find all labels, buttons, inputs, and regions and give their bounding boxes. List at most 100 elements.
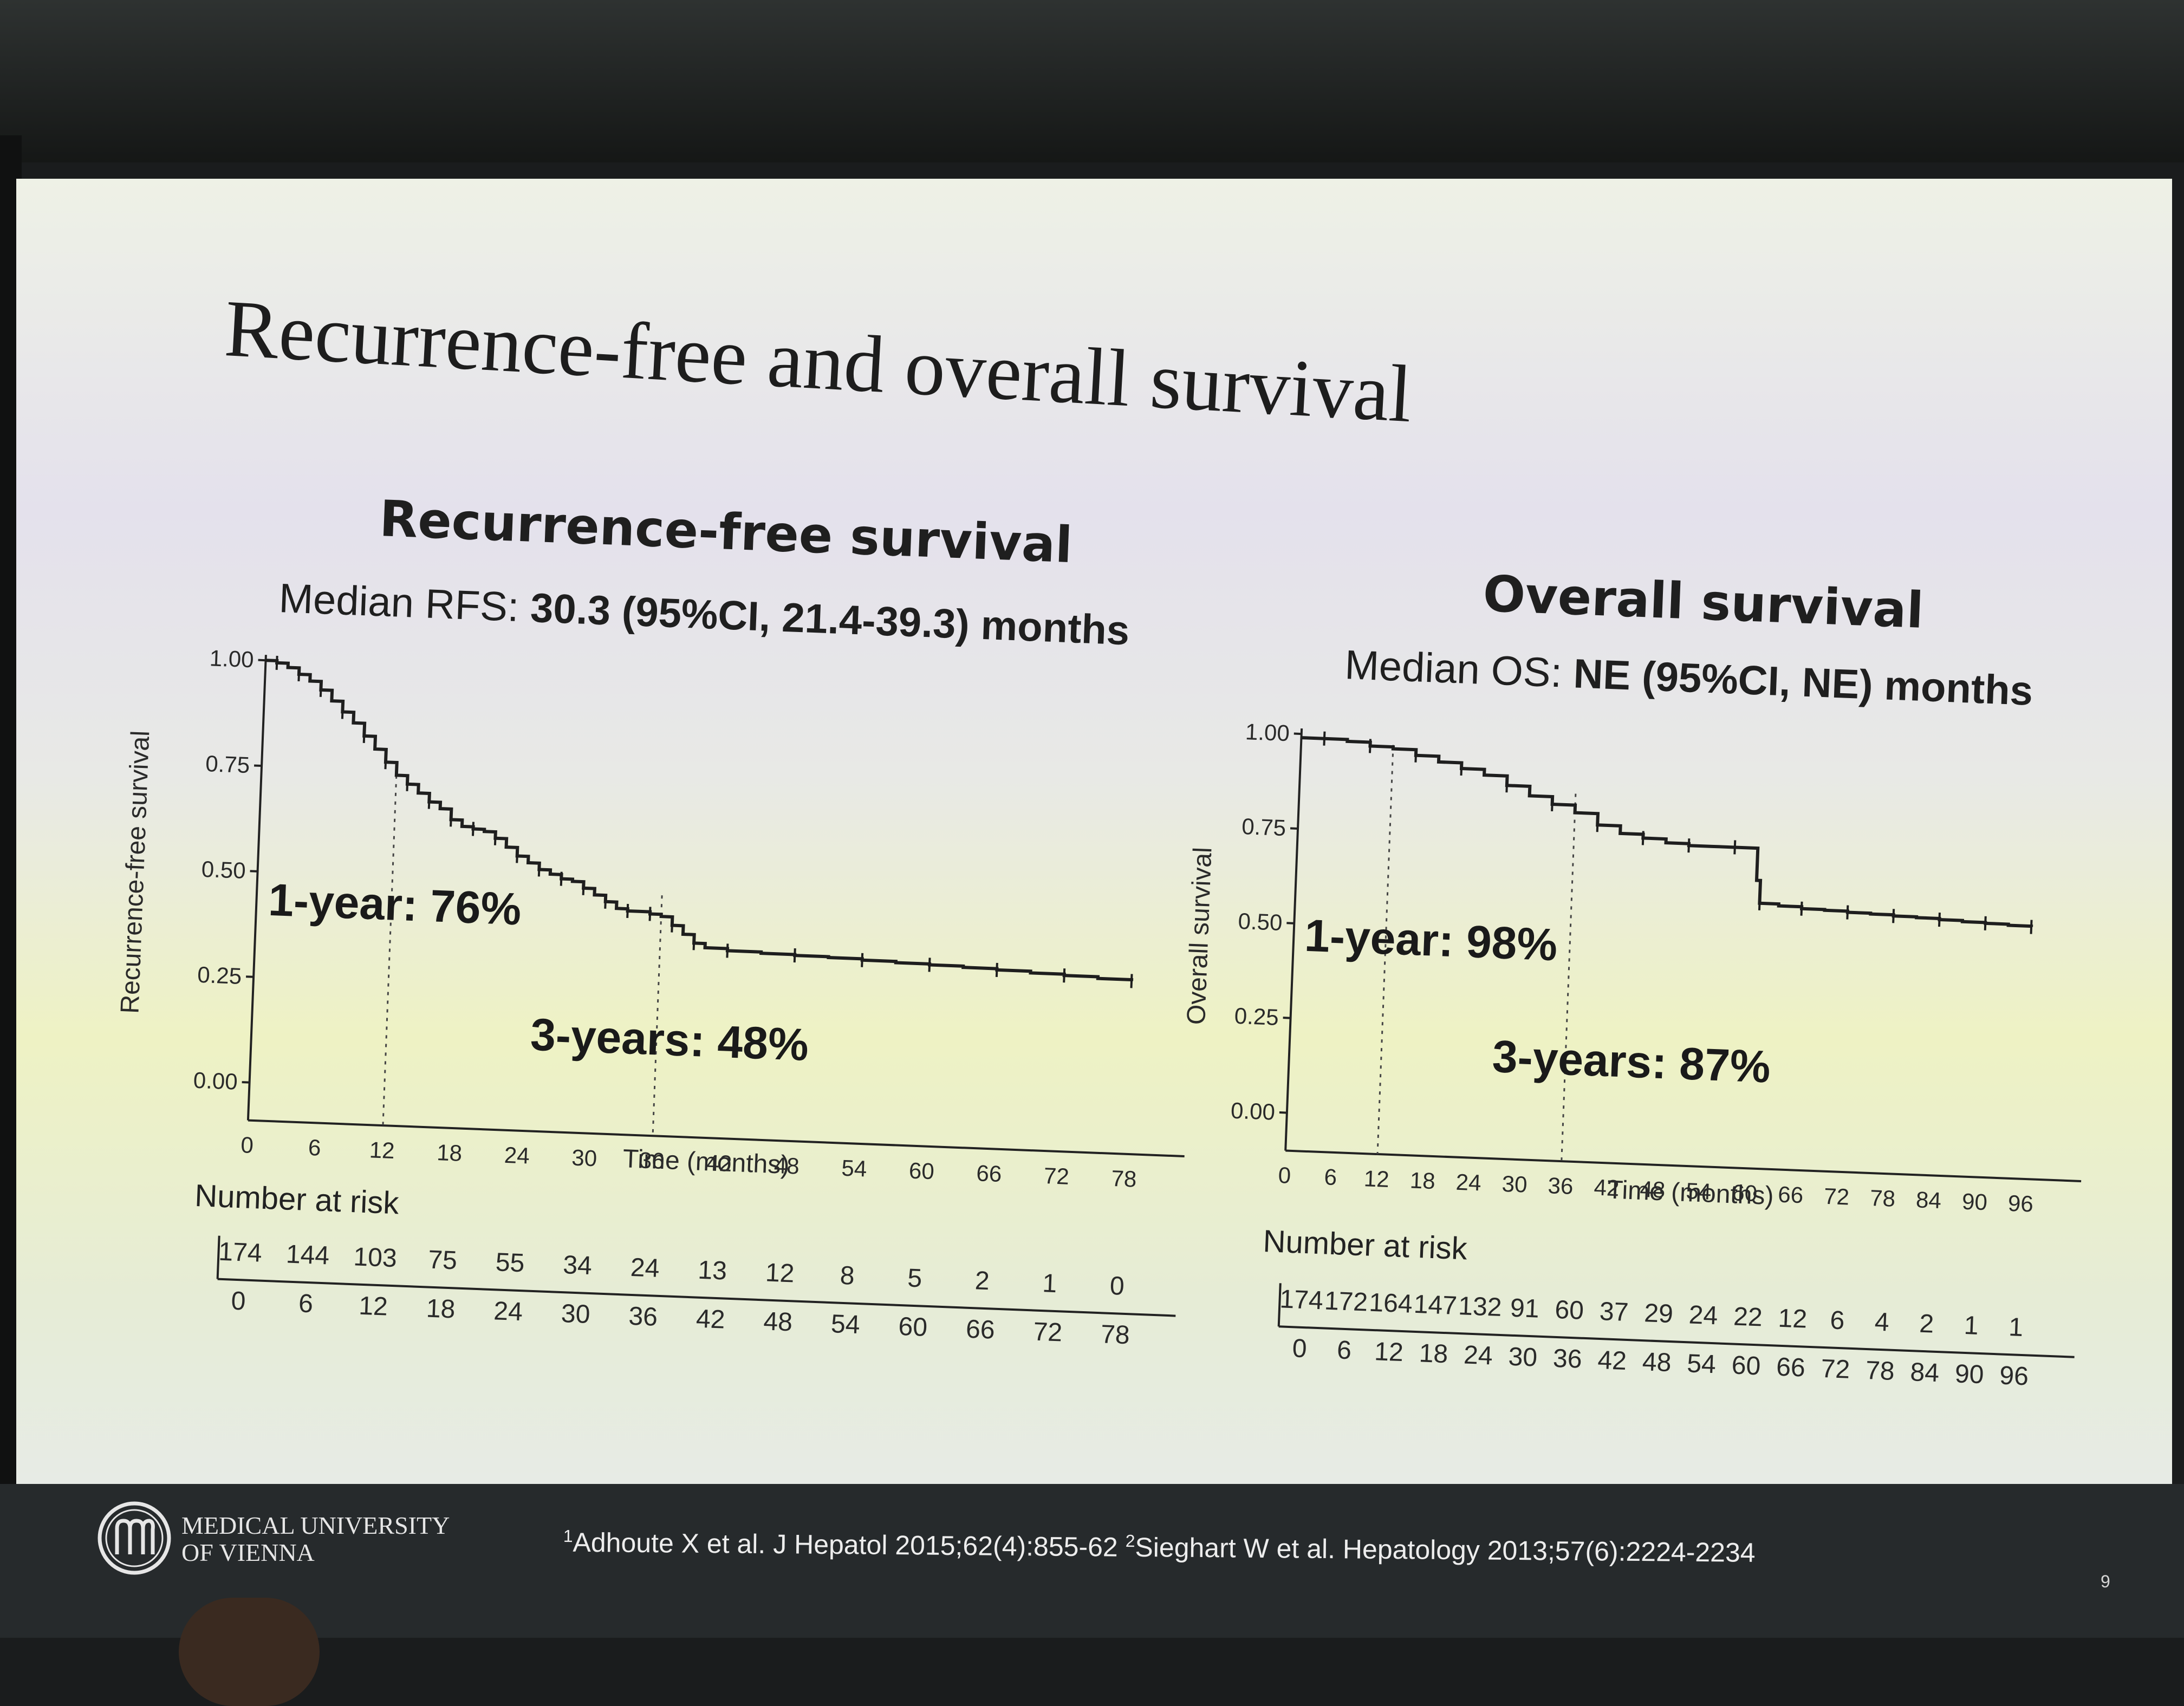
os-y-tick-mark xyxy=(1279,1111,1287,1114)
rfs-risk-axis xyxy=(217,1278,1176,1317)
os-x-tick-label: 48 xyxy=(1640,1176,1666,1203)
ref1-text: Adhoute X et al. J Hepatol 2015;62(4):85… xyxy=(573,1527,1126,1562)
os-annotation: 3-years: 87% xyxy=(1491,1031,1771,1092)
rfs-risk-count: 174 xyxy=(218,1238,263,1268)
rfs-risk-count: 144 xyxy=(285,1240,330,1270)
os-risk-count: 1 xyxy=(2008,1313,2024,1342)
rfs-y-axis xyxy=(246,655,267,1121)
ref2-mark: 2 xyxy=(1125,1531,1135,1551)
os-risk-count: 132 xyxy=(1458,1292,1502,1322)
os-y-tick-label: 1.00 xyxy=(1245,719,1290,746)
os-x-tick-label: 30 xyxy=(1502,1171,1528,1197)
ref2-text: Sieghart W et al. Hepatology 2013;57(6):… xyxy=(1135,1532,1756,1568)
rfs-x-tick-label: 72 xyxy=(1043,1163,1069,1189)
os-x-tick-label: 96 xyxy=(2007,1190,2033,1217)
os-y-axis-label: Overall survival xyxy=(1182,847,1218,1025)
os-risk-count: 2 xyxy=(1919,1310,1934,1339)
os-censor-mark xyxy=(1846,905,1849,920)
os-risk-count: 4 xyxy=(1874,1308,1890,1337)
rfs-y-tick-label: 0.25 xyxy=(197,962,242,989)
os-median-value: NE (95%CI, NE) months xyxy=(1572,650,2033,714)
os-risk-count: 1 xyxy=(1964,1311,1979,1340)
os-risk-count: 12 xyxy=(1778,1304,1808,1334)
os-y-tick-label: 0.00 xyxy=(1230,1098,1275,1125)
room-ceiling xyxy=(0,0,2184,162)
rfs-censor-mark xyxy=(1130,974,1133,988)
os-guide-line xyxy=(1561,793,1577,1162)
os-x-tick-label: 78 xyxy=(1869,1185,1895,1212)
os-x-tick-label: 54 xyxy=(1686,1178,1712,1204)
os-censor-mark xyxy=(1892,909,1895,923)
os-risk-bracket xyxy=(1277,1283,1282,1327)
rfs-x-tick-label: 30 xyxy=(571,1145,597,1171)
os-risk-time: 78 xyxy=(1865,1356,1895,1386)
rfs-risk-time: 66 xyxy=(965,1315,995,1345)
os-x-tick-label: 42 xyxy=(1594,1174,1620,1201)
os-censor-mark xyxy=(1687,838,1691,853)
rfs-risk-count: 75 xyxy=(427,1246,457,1275)
rfs-y-tick-label: 0.75 xyxy=(205,751,250,778)
os-survival-curve xyxy=(1301,736,2033,928)
rfs-x-tick-label: 0 xyxy=(240,1132,254,1158)
os-risk-time: 24 xyxy=(1463,1340,1493,1370)
os-median: Median OS: NE (95%CI, NE) months xyxy=(1344,642,2034,714)
rfs-risk-count: 8 xyxy=(840,1261,855,1291)
rfs-risk-count: 5 xyxy=(907,1264,922,1293)
os-censor-mark xyxy=(1938,912,1941,927)
rfs-annotation: 3-years: 48% xyxy=(530,1009,810,1071)
os-median-label: Median OS: xyxy=(1344,642,1574,696)
os-risk-count: 22 xyxy=(1733,1303,1763,1332)
rfs-censor-mark xyxy=(626,903,629,919)
rfs-x-tick-label: 18 xyxy=(437,1139,463,1166)
os-risk-time: 60 xyxy=(1731,1351,1761,1381)
rfs-risk-count: 0 xyxy=(1109,1272,1125,1301)
rfs-censor-mark xyxy=(604,894,607,909)
os-risk-count: 174 xyxy=(1279,1285,1324,1315)
rfs-censor-mark xyxy=(362,728,366,743)
os-risk-time: 54 xyxy=(1686,1349,1716,1379)
os-risk-time: 0 xyxy=(1292,1334,1308,1363)
os-x-axis-label: Time (months) xyxy=(1607,1175,1774,1210)
rfs-y-tick-mark xyxy=(246,975,254,978)
rfs-risk-time: 60 xyxy=(898,1312,928,1342)
rfs-y-tick-label: 1.00 xyxy=(209,645,254,672)
os-risk-time: 72 xyxy=(1821,1355,1850,1384)
os-risk-time: 6 xyxy=(1336,1336,1352,1365)
os-censor-mark xyxy=(1414,748,1418,763)
os-x-tick-label: 72 xyxy=(1823,1183,1849,1210)
rfs-x-tick-label: 66 xyxy=(976,1160,1002,1187)
rfs-risk-count: 12 xyxy=(765,1258,795,1288)
os-risk-count: 164 xyxy=(1368,1288,1413,1319)
os-risk-count: 29 xyxy=(1643,1299,1673,1329)
rfs-risk-count: 55 xyxy=(495,1248,525,1278)
rfs-risk-time: 12 xyxy=(358,1292,388,1321)
rfs-risk-time: 0 xyxy=(231,1287,246,1316)
rfs-risk-time: 78 xyxy=(1100,1320,1130,1350)
rfs-x-tick-label: 48 xyxy=(774,1152,800,1179)
rfs-x-axis xyxy=(248,1119,1185,1157)
rfs-risk-count: 2 xyxy=(974,1266,990,1295)
rfs-x-tick-label: 12 xyxy=(369,1137,395,1163)
os-x-tick-label: 90 xyxy=(1961,1189,1987,1215)
os-x-tick-label: 0 xyxy=(1278,1162,1291,1188)
os-risk-time: 96 xyxy=(1999,1361,2029,1391)
rfs-risk-bracket xyxy=(216,1235,220,1279)
rfs-x-tick-label: 78 xyxy=(1111,1165,1137,1192)
rfs-censor-mark xyxy=(560,871,563,886)
ref1-mark: 1 xyxy=(563,1526,573,1546)
rfs-censor-mark xyxy=(427,795,431,809)
os-x-axis xyxy=(1285,1149,2082,1182)
os-risk-table: 174 172 164 147 132 91 60 37 29 24 22 12 6 4 2 1 10 6 12 18… xyxy=(1277,1283,2075,1391)
os-y-tick-label: 0.25 xyxy=(1234,1003,1279,1030)
os-chart-title: Overall survival xyxy=(1482,565,1925,640)
rfs-annotation: 1-year: 76% xyxy=(268,874,522,935)
institution-name: MEDICAL UNIVERSITY OF VIENNA xyxy=(181,1512,450,1566)
rfs-risk-title: Number at risk xyxy=(194,1178,400,1221)
institution-line-1: MEDICAL UNIVERSITY xyxy=(181,1512,450,1539)
rfs-x-tick-label: 54 xyxy=(841,1155,867,1182)
rfs-x-tick-label: 36 xyxy=(639,1147,665,1174)
rfs-risk-time: 54 xyxy=(830,1310,860,1339)
os-censor-mark xyxy=(1505,778,1509,793)
rfs-censor-mark xyxy=(582,881,585,895)
os-risk-time: 66 xyxy=(1776,1353,1805,1383)
